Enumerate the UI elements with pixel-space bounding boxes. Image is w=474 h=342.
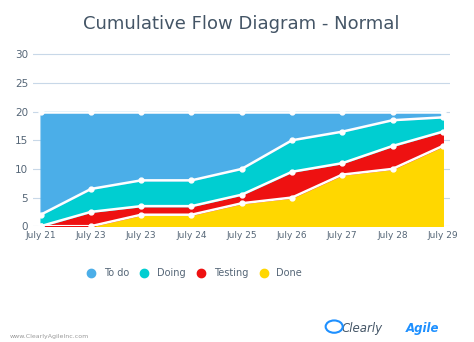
Text: Agile: Agile	[405, 322, 439, 335]
Text: Clearly: Clearly	[341, 322, 383, 335]
Title: Cumulative Flow Diagram - Normal: Cumulative Flow Diagram - Normal	[83, 15, 400, 33]
Text: www.ClearlyAgileInc.com: www.ClearlyAgileInc.com	[9, 333, 89, 339]
Legend: To do, Doing, Testing, Done: To do, Doing, Testing, Done	[77, 264, 306, 282]
